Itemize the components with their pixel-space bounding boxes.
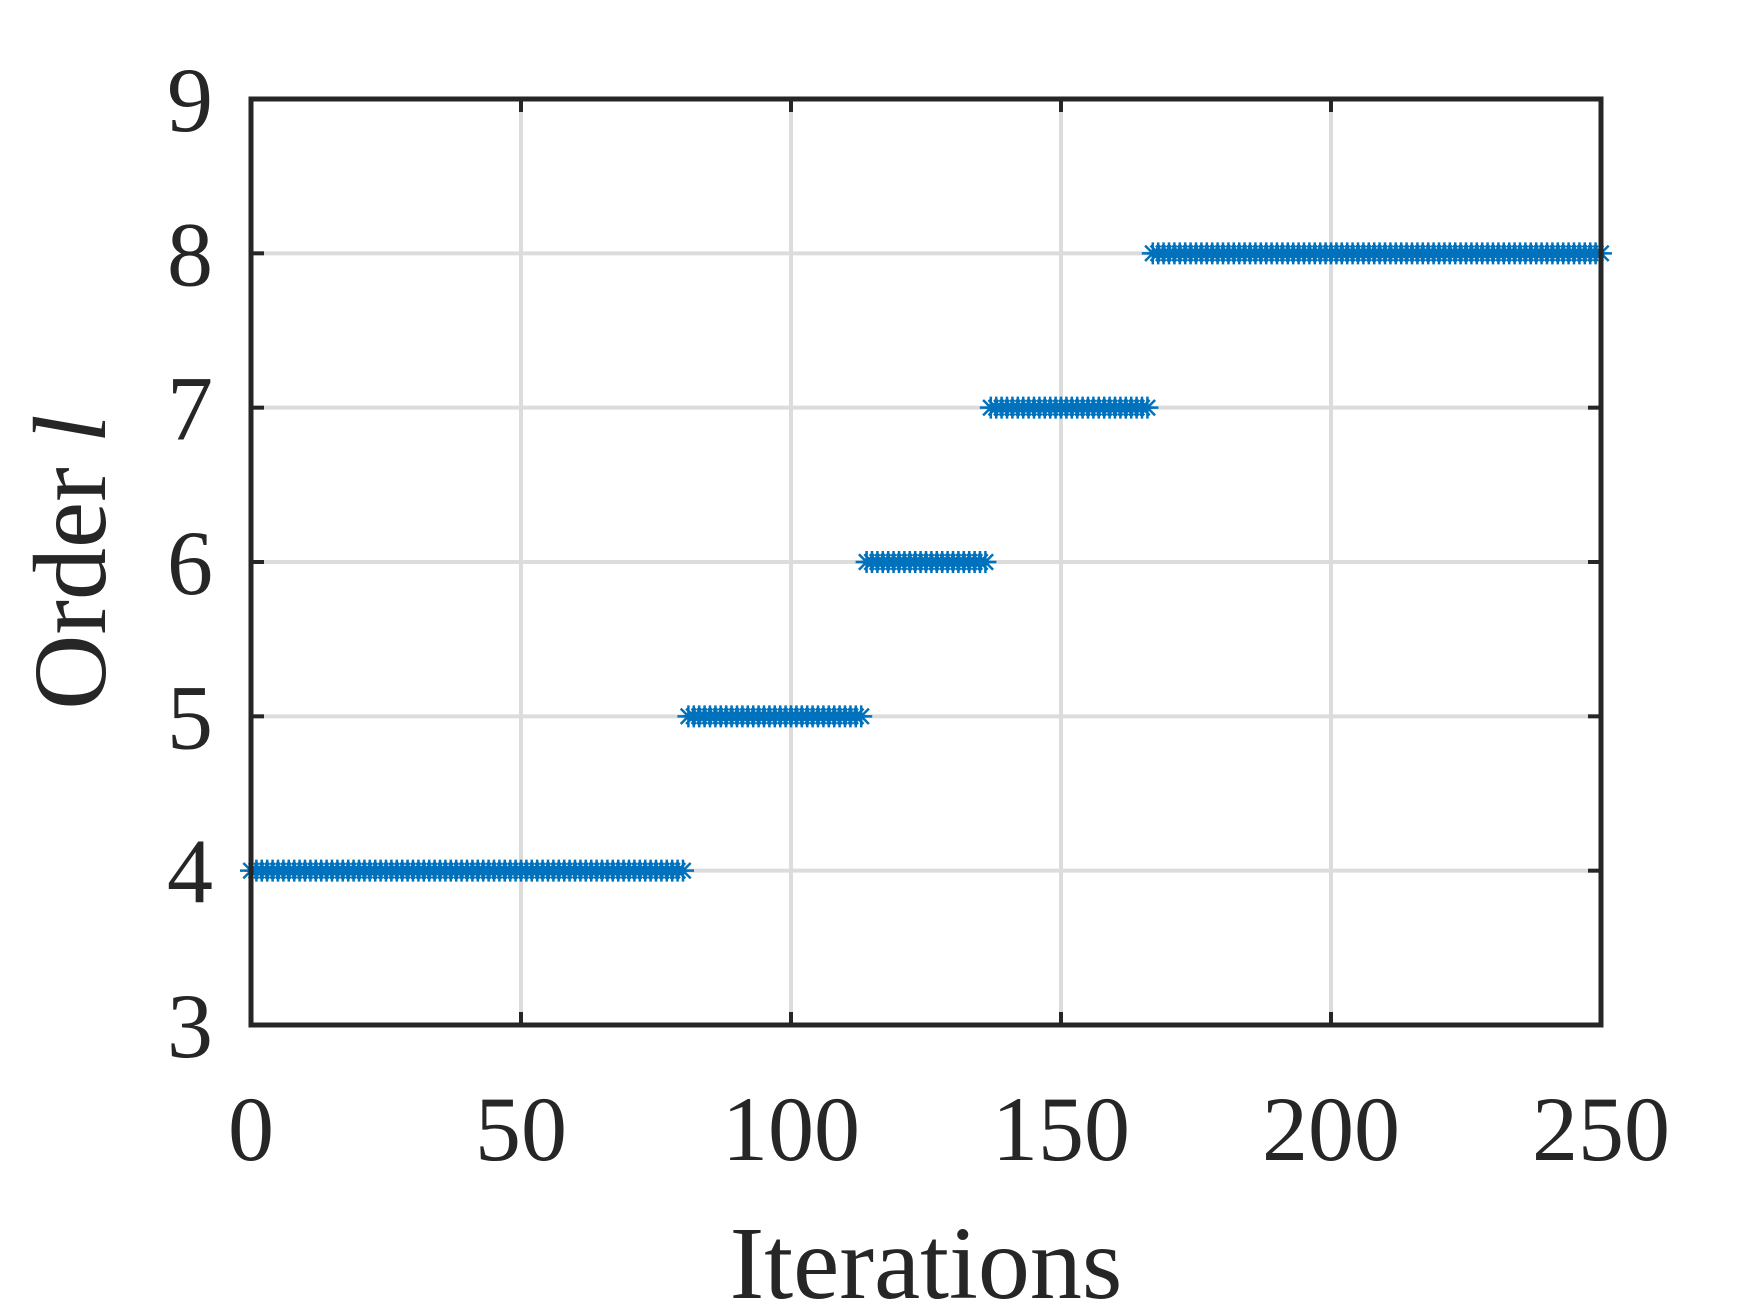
- y-label-text: Order: [13, 467, 128, 710]
- x-axis-label: Iterations: [730, 1206, 1123, 1313]
- point: [850, 705, 873, 728]
- point: [1136, 396, 1159, 419]
- x-tick-label: 150: [992, 1078, 1130, 1180]
- y-tick-label: 5: [167, 666, 213, 768]
- y-tick-label: 4: [167, 821, 213, 923]
- point: [974, 551, 997, 573]
- point: [672, 859, 694, 882]
- x-tick-label: 100: [722, 1078, 860, 1180]
- markers: [240, 242, 1612, 882]
- y-axis-label: Order l: [13, 414, 128, 709]
- y-label-symbol: l: [13, 414, 128, 443]
- y-tick-label: 6: [167, 512, 213, 614]
- x-tick-label: 250: [1532, 1078, 1670, 1180]
- y-tick-label: 7: [167, 358, 213, 460]
- x-tick-label: 50: [475, 1078, 567, 1180]
- y-tick-label: 9: [167, 49, 213, 151]
- y-tick-label: 8: [167, 203, 213, 305]
- y-tick-label: 3: [167, 975, 213, 1077]
- x-tick-label: 0: [228, 1078, 274, 1180]
- x-tick-label: 200: [1262, 1078, 1400, 1180]
- plot-frame: [248, 96, 1604, 1028]
